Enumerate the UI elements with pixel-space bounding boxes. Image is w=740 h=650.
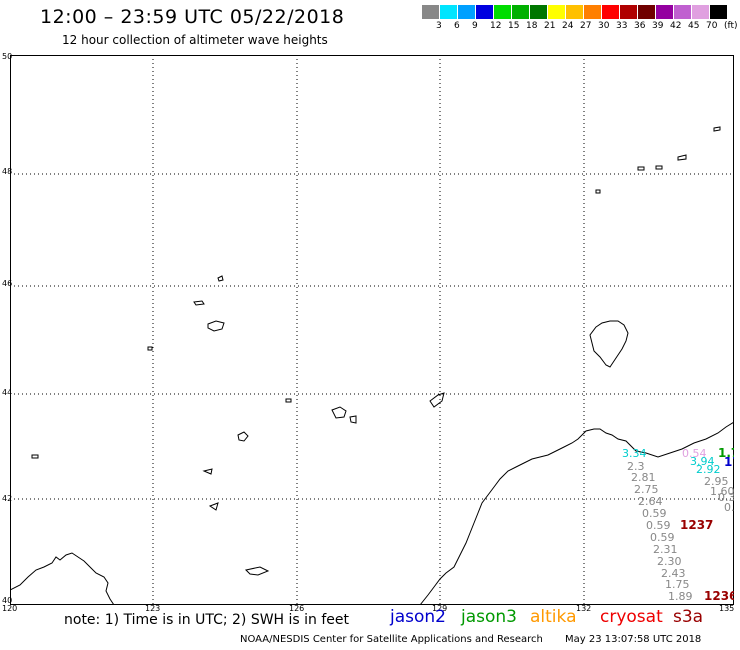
map-plot-area: 2.3 2.81 2.75 2.64 0.59 0.59 0.59 2.31 2… [10, 55, 734, 605]
swh-reading: 0.54 [682, 447, 707, 460]
x-tick-label: 123 [145, 604, 161, 613]
color-scale-swatch [422, 5, 440, 19]
color-scale-legend: 3 6 9 12 15 18 21 24 27 30 33 36 39 42 45 70 (ft) [422, 5, 738, 31]
color-scale-label: 6 [454, 21, 460, 31]
coastline [10, 126, 734, 605]
x-tick-label: 120 [2, 604, 18, 613]
color-scale-label: 15 [508, 21, 520, 31]
swh-reading: 0.37 [718, 491, 734, 504]
swh-reading: 2.43 [661, 567, 686, 580]
swh-reading: 0.59 [642, 507, 667, 520]
x-tick-label: 126 [289, 604, 305, 613]
swh-reading: 2.92 [696, 463, 721, 476]
swh-reading: 2.3 [627, 460, 645, 473]
color-scale-label: 70 [706, 21, 718, 31]
color-scale-swatch [602, 5, 620, 19]
color-scale-label: 45 [688, 21, 700, 31]
color-scale-label: 42 [670, 21, 682, 31]
y-tick-label: 40 [2, 596, 13, 605]
swh-reading: 0.59 [646, 519, 671, 532]
color-scale-label: 39 [652, 21, 664, 31]
map-frame [10, 55, 734, 605]
swh-reading: 2.95 [704, 475, 729, 488]
color-scale-label: 18 [526, 21, 538, 31]
swh-reading: 0.5 [724, 501, 734, 514]
x-tick-label: 132 [576, 604, 592, 613]
color-scale-label: 33 [616, 21, 628, 31]
units-note: note: 1) Time is in UTC; 2) SWH is in fe… [64, 612, 350, 628]
y-tick-label: 46 [2, 279, 13, 288]
graticule [10, 55, 734, 605]
color-scale-swatch [638, 5, 656, 19]
swh-reading: 17 [724, 455, 734, 469]
color-scale-swatch [710, 5, 728, 19]
swh-reading: 1.75 [718, 446, 734, 460]
color-scale-swatch [692, 5, 710, 19]
color-scale-labels: 3 6 9 12 15 18 21 24 27 30 33 36 39 42 45 70 (ft) [422, 21, 740, 33]
map-subtitle: 12 hour collection of altimeter wave hei… [62, 33, 328, 47]
y-tick-label: 44 [2, 388, 13, 397]
color-scale-swatch [476, 5, 494, 19]
color-scale-swatch [566, 5, 584, 19]
color-scale-swatch [530, 5, 548, 19]
swh-reading: 1.60 [710, 485, 734, 498]
y-tick-label: 42 [2, 494, 13, 503]
legend-cryosat: cryosat [600, 607, 663, 627]
legend-jason3: jason3 [461, 607, 517, 627]
color-scale-label: 27 [580, 21, 592, 31]
legend-jason2: jason2 [390, 607, 446, 627]
color-scale-swatch [494, 5, 512, 19]
y-tick-label: 50 [2, 52, 13, 61]
legend-s3a: s3a [673, 607, 704, 627]
color-scale-swatch [548, 5, 566, 19]
swh-reading: 1237 [680, 518, 713, 532]
swh-reading: 2.30 [657, 555, 682, 568]
color-scale-label: 36 [634, 21, 646, 31]
swh-reading: 0.59 [650, 531, 675, 544]
color-scale-label: 3 [436, 21, 442, 31]
swh-reading: 2.64 [638, 495, 663, 508]
swh-reading: 2.31 [653, 543, 678, 556]
color-scale-label: 12 [490, 21, 502, 31]
y-tick-label: 48 [2, 167, 13, 176]
swh-reading: 1.75 [665, 578, 690, 591]
color-scale-swatches [422, 5, 728, 19]
swh-reading: 2.75 [634, 483, 659, 496]
color-scale-swatch [512, 5, 530, 19]
color-scale-swatch [620, 5, 638, 19]
color-scale-swatch [458, 5, 476, 19]
legend-altika: altika [530, 607, 577, 627]
swh-reading: 3.94 [690, 455, 715, 468]
color-scale-swatch [584, 5, 602, 19]
x-tick-label: 129 [432, 604, 448, 613]
map-title: 12:00 – 23:59 UTC 05/22/2018 [40, 6, 345, 28]
swh-reading: 1236 [704, 589, 734, 603]
swh-reading: 2.81 [631, 471, 656, 484]
x-tick-label: 135 [719, 604, 735, 613]
color-scale-label: (ft) [724, 21, 738, 31]
color-scale-swatch [674, 5, 692, 19]
swh-reading: 1.89 [668, 590, 693, 603]
generated-timestamp: May 23 13:07:58 UTC 2018 [565, 634, 702, 645]
color-scale-label: 21 [544, 21, 556, 31]
color-scale-label: 24 [562, 21, 574, 31]
credit-line: NOAA/NESDIS Center for Satellite Applica… [240, 634, 543, 645]
swh-reading: 3.34 [622, 447, 647, 460]
swh-readings: 2.3 2.81 2.75 2.64 0.59 0.59 0.59 2.31 2… [622, 446, 734, 603]
color-scale-label: 9 [472, 21, 478, 31]
color-scale-label: 30 [598, 21, 610, 31]
color-scale-swatch [440, 5, 458, 19]
color-scale-swatch [656, 5, 674, 19]
